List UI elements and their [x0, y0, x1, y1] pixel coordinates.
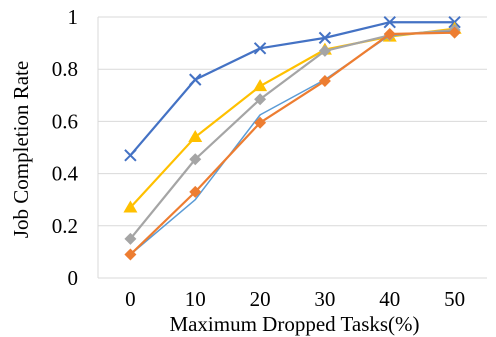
x-tick-label: 20: [250, 287, 271, 311]
data-point: [254, 93, 267, 106]
data-point: [189, 73, 202, 86]
data-point: [318, 44, 331, 57]
series-group: [123, 16, 462, 261]
data-point: [124, 232, 137, 245]
data-point: [448, 26, 461, 39]
data-point: [188, 130, 203, 143]
data-point: [189, 153, 202, 166]
series-line: [129, 30, 455, 256]
y-axis-title: Job Completion Rate: [9, 61, 33, 238]
x-axis-title: Maximum Dropped Tasks(%): [169, 312, 419, 336]
y-tick-label: 0.6: [52, 109, 78, 133]
data-point: [253, 79, 268, 92]
x-tick-label: 0: [125, 287, 136, 311]
data-point: [124, 149, 137, 162]
y-tick-label: 1: [68, 5, 79, 29]
series-4: [129, 30, 455, 256]
series-1: [124, 16, 461, 162]
axes: [97, 17, 487, 279]
data-point: [123, 200, 138, 213]
x-tick-label: 30: [314, 287, 335, 311]
y-tick-label: 0.8: [52, 57, 78, 81]
data-point: [318, 74, 331, 87]
data-point: [254, 116, 267, 129]
x-tick-label: 40: [379, 287, 400, 311]
data-point: [383, 16, 396, 29]
x-tick-labels: 0 10 20 30 40 50: [125, 287, 465, 311]
y-tick-label: 0: [68, 266, 79, 290]
data-point: [189, 185, 202, 198]
y-tick-label: 0.4: [52, 162, 79, 186]
y-tick-labels: 0 0.2 0.4 0.6 0.8 1: [52, 5, 79, 290]
data-point: [318, 31, 332, 45]
data-point: [253, 42, 267, 55]
y-tick-label: 0.2: [52, 214, 78, 238]
series-line: [129, 31, 455, 256]
x-tick-label: 50: [444, 287, 465, 311]
data-point: [124, 248, 137, 261]
data-point: [383, 27, 396, 40]
series-line: [129, 21, 455, 157]
gridlines: [98, 16, 487, 227]
x-tick-label: 10: [185, 287, 206, 311]
series-5: [124, 26, 461, 261]
